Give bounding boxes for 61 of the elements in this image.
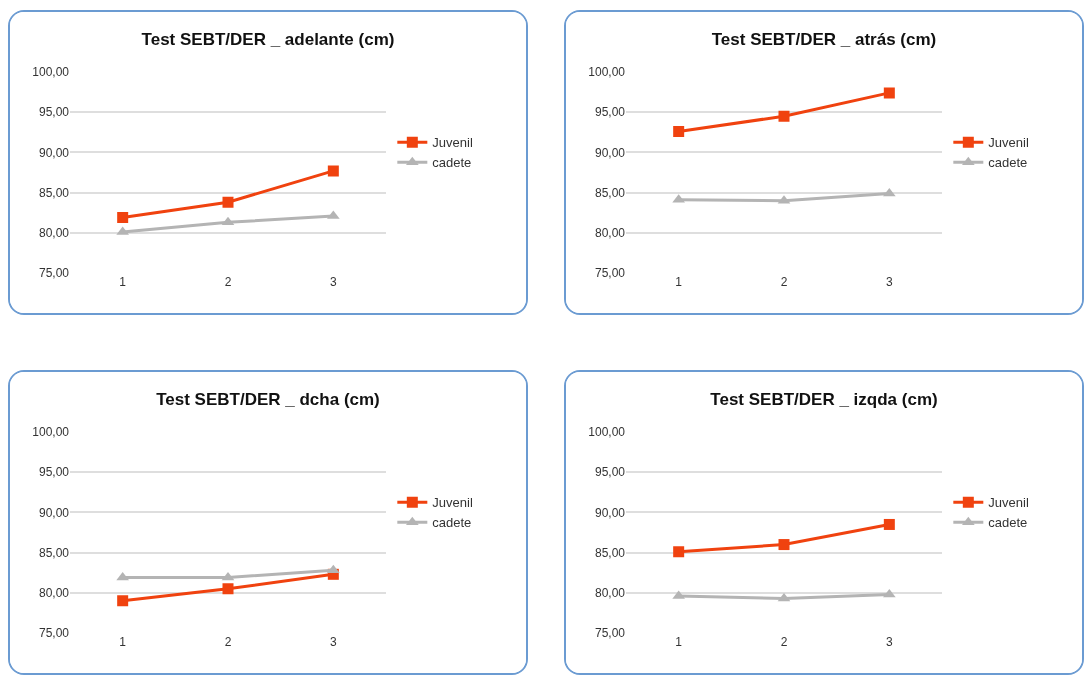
- point: [673, 546, 685, 558]
- y-tick-label: 75,00: [38, 266, 70, 281]
- legend-label: cadete: [988, 155, 1028, 171]
- point: [221, 216, 235, 226]
- y-tick-label: 80,00: [38, 586, 70, 600]
- chart-title: Test SEBT/DER _ dcha (cm): [156, 389, 380, 409]
- point: [117, 212, 129, 224]
- legend-label: Juvenil: [432, 135, 473, 151]
- y-tick-label: 95,00: [594, 105, 626, 120]
- y-tick-label: 100,00: [32, 425, 70, 440]
- legend-label: Juvenil: [988, 495, 1029, 511]
- point: [778, 110, 790, 122]
- y-tick-label: 80,00: [594, 586, 626, 600]
- x-tick-label: 3: [885, 635, 893, 649]
- x-tick-label: 3: [329, 275, 337, 289]
- x-tick-label: 3: [885, 275, 893, 289]
- y-tick-label: 75,00: [594, 266, 626, 281]
- point: [327, 165, 339, 177]
- y-tick-label: 85,00: [38, 545, 70, 560]
- y-tick-label: 90,00: [38, 145, 70, 160]
- x-tick-label: 1: [119, 275, 127, 289]
- y-tick-label: 95,00: [38, 105, 70, 120]
- point: [778, 539, 790, 551]
- point: [777, 592, 791, 602]
- y-tick-label: 100,00: [588, 425, 626, 440]
- chart-title: Test SEBT/DER _ adelante (cm): [141, 29, 395, 49]
- y-tick-label: 95,00: [594, 465, 626, 480]
- x-tick-label: 2: [224, 635, 232, 649]
- chart-title: Test SEBT/DER _ atrás (cm): [711, 29, 937, 49]
- y-tick-label: 80,00: [594, 226, 626, 240]
- y-tick-label: 95,00: [38, 465, 70, 480]
- x-tick-label: 2: [780, 635, 788, 649]
- y-tick-label: 75,00: [38, 626, 70, 641]
- y-tick-label: 100,00: [588, 65, 626, 80]
- x-tick-label: 1: [675, 275, 683, 289]
- y-tick-label: 85,00: [594, 185, 626, 200]
- point: [882, 187, 896, 197]
- y-tick-label: 85,00: [594, 545, 626, 560]
- x-tick-label: 2: [780, 275, 788, 289]
- legend-label: cadete: [432, 515, 472, 531]
- point: [222, 196, 234, 208]
- y-tick-label: 80,00: [38, 226, 70, 240]
- chart-title: Test SEBT/DER _ izqda (cm): [710, 389, 938, 409]
- legend-label: cadete: [432, 155, 472, 171]
- y-tick-label: 100,00: [32, 65, 70, 80]
- point: [883, 518, 895, 530]
- y-tick-label: 90,00: [594, 145, 626, 160]
- x-tick-label: 1: [675, 635, 683, 649]
- point: [673, 126, 685, 137]
- y-tick-label: 75,00: [594, 626, 626, 641]
- y-tick-label: 85,00: [38, 185, 70, 200]
- x-tick-label: 2: [224, 275, 232, 289]
- legend-label: Juvenil: [432, 495, 473, 511]
- x-tick-label: 1: [119, 635, 127, 649]
- point: [882, 588, 896, 598]
- x-tick-label: 3: [329, 635, 337, 649]
- y-tick-label: 90,00: [594, 505, 626, 520]
- y-tick-label: 90,00: [38, 505, 70, 520]
- legend-label: cadete: [988, 515, 1028, 531]
- legend-label: Juvenil: [988, 135, 1029, 151]
- point: [883, 87, 895, 99]
